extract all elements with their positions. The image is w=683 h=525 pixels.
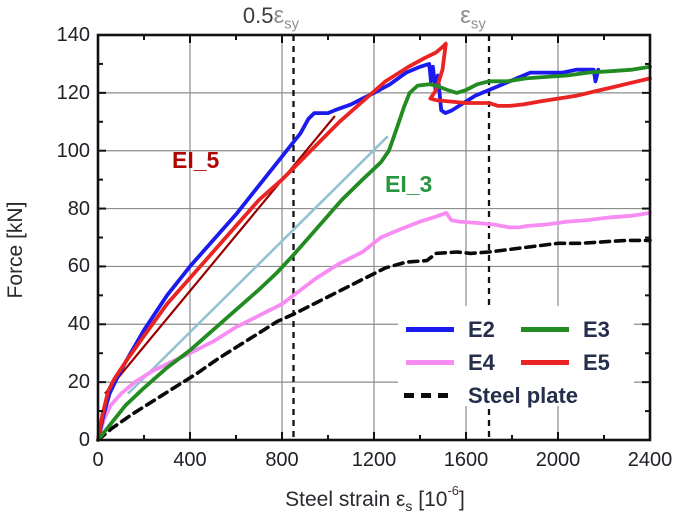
legend-swatch-e5 [521,360,569,365]
epsilon-symbol: ε [396,488,406,511]
y-tick-label-80: 80 [67,197,90,220]
series-e5 [96,41,652,442]
x-tick-label-2400: 2400 [627,449,673,471]
legend-swatch-steel-plate [404,393,454,398]
legend-label-steel-plate: Steel plate [468,383,579,408]
epsilon-sy-subscript: sy [284,15,300,33]
x-axis-title-text: Steel strain [285,488,397,511]
yield-strain-mark: εsy [433,2,513,32]
legend-label-e3: E3 [583,317,610,342]
epsilon-sy-subscript: sy [470,15,486,33]
epsilon-symbol: ε [273,2,285,29]
reference-line-ei_3 [126,135,389,395]
stiffness-label-ei5: EI_5 [172,147,220,173]
legend-label-e2: E2 [468,317,495,342]
series-e2 [96,62,601,442]
x-tick-label-800: 800 [265,449,299,471]
x-axis-unit-open: [10 [412,488,448,511]
y-tick-label-20: 20 [67,371,90,394]
half-prefix: 0.5 [242,3,274,28]
y-tick-label-60: 60 [67,255,90,278]
plot-frame [96,33,652,442]
legend-item-steel-plate: Steel plate [404,383,632,409]
y-tick-label-0: 0 [78,429,90,451]
half-yield-strain-mark: 0.5εsy [201,2,341,32]
legend-item-e3: E3 [521,317,631,343]
x-tick-label-0: 0 [92,449,104,471]
epsilon-subscript: s [405,498,413,515]
x-tick-label-1200: 1200 [351,449,397,471]
x-axis-unit-exponent: -6 [447,483,459,498]
legend-swatch-e2 [406,327,454,332]
series-steel-plate [96,238,652,442]
legend: E2 E3 E4 E5 Steel plate [398,306,634,409]
epsilon-symbol: ε [460,2,471,29]
y-tick-label-40: 40 [67,313,90,336]
legend-item-e5: E5 [521,350,631,376]
y-tick-label-120: 120 [56,81,90,104]
x-axis-unit-close: ] [459,488,465,511]
legend-item-e4: E4 [406,350,516,376]
x-axis-title: Steel strain εs [10-6] [225,483,525,515]
y-tick-label-100: 100 [56,139,90,162]
legend-swatch-e3 [521,327,569,332]
x-tick-label-2000: 2000 [535,449,581,471]
y-axis-title: Force [kN] [4,201,27,299]
y-tick-label-140: 140 [56,24,90,46]
reference-line-ei_5 [104,115,336,395]
series-e3 [96,64,652,442]
x-tick-label-400: 400 [173,449,207,471]
legend-swatch-e4 [406,360,454,365]
stiffness-label-ei3: EI_3 [385,171,433,197]
legend-label-e4: E4 [468,350,495,375]
x-tick-label-1600: 1600 [443,449,489,471]
legend-label-e5: E5 [583,350,610,375]
series-e4 [96,210,652,442]
legend-item-e2: E2 [406,317,516,343]
